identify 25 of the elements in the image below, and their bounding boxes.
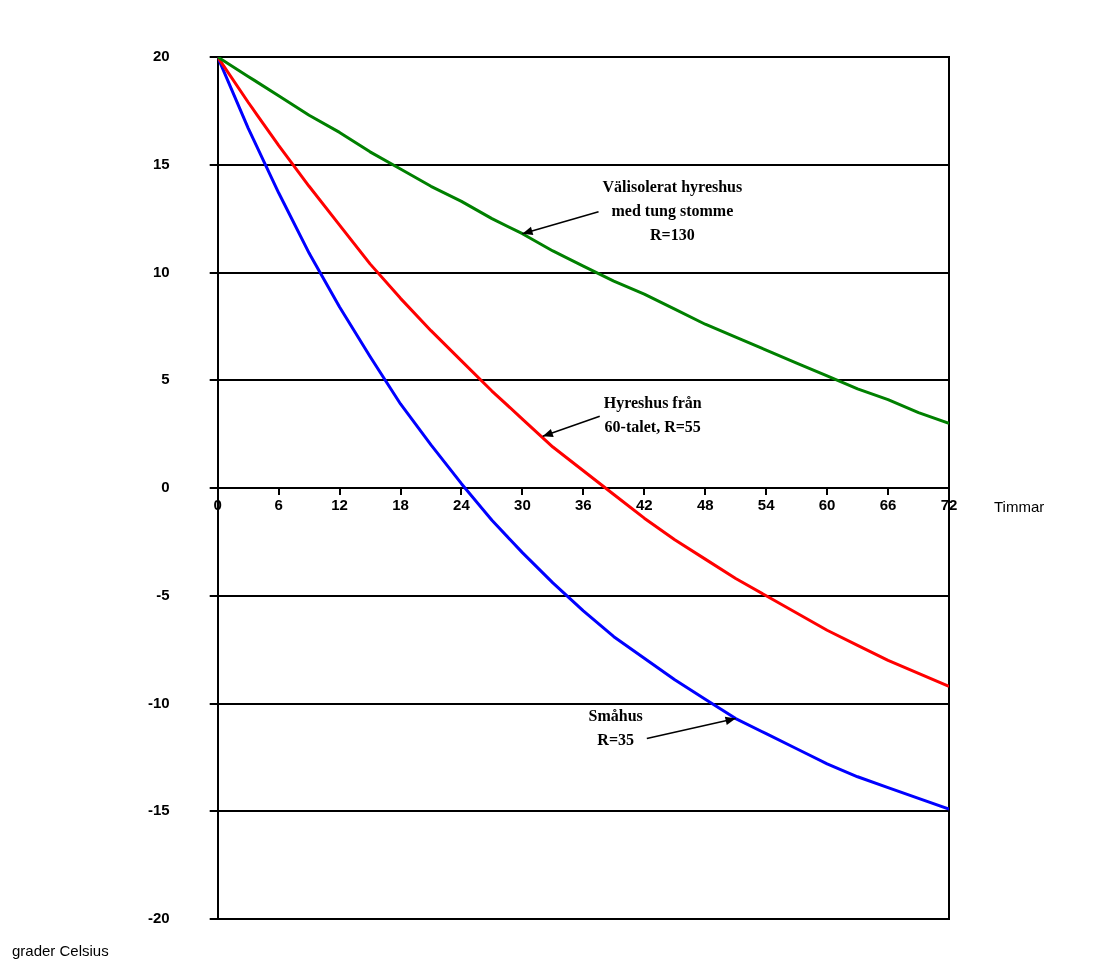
annotation: Småhus R=35 bbox=[588, 706, 643, 748]
x-tick-label: 60 bbox=[818, 496, 836, 514]
y-tick-label: 10 bbox=[152, 262, 170, 280]
x-tick-label: 18 bbox=[392, 496, 409, 514]
y-tick-label: -5 bbox=[156, 585, 170, 603]
y-tick-label: 0 bbox=[161, 478, 170, 496]
annotation: Välisolerat hyreshus med tung stomme R=130 bbox=[602, 177, 743, 243]
y-tick-label: -15 bbox=[147, 801, 170, 819]
x-axis-title: Timmar bbox=[994, 498, 1045, 516]
y-tick-label: -20 bbox=[147, 909, 170, 927]
x-tick-label: 12 bbox=[331, 496, 348, 514]
y-tick-label: 15 bbox=[152, 154, 170, 172]
y-tick-label: -10 bbox=[147, 693, 170, 711]
y-tick-label: 20 bbox=[152, 47, 170, 65]
x-tick-label: 66 bbox=[879, 496, 897, 514]
x-tick-label: 6 bbox=[274, 496, 283, 514]
y-axis-title: grader Celsius bbox=[12, 941, 109, 959]
y-tick-label: 5 bbox=[161, 370, 170, 388]
x-tick-label: 48 bbox=[696, 496, 714, 514]
x-tick-label: 30 bbox=[514, 496, 531, 514]
annotation: Hyreshus från 60-talet, R=55 bbox=[603, 394, 702, 436]
x-tick-label: 54 bbox=[757, 496, 776, 514]
x-tick-label: 24 bbox=[453, 496, 471, 514]
x-tick-label: 42 bbox=[635, 496, 653, 514]
x-tick-label: 36 bbox=[575, 496, 592, 514]
